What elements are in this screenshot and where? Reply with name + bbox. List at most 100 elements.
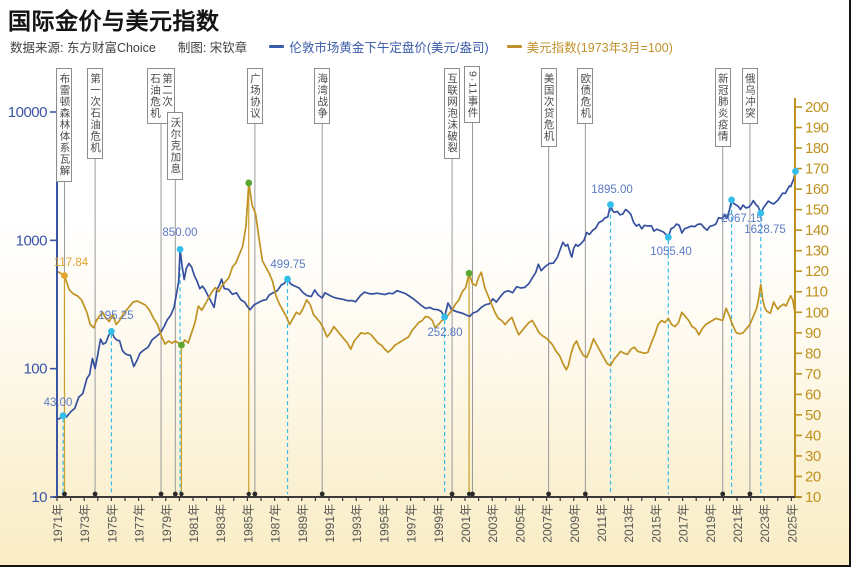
- x-axis-label: 1997年: [405, 504, 419, 543]
- event-annotation-box: 9·11事件: [464, 66, 481, 124]
- left-axis-label: 100: [23, 361, 47, 378]
- gold-price-marker-dot: [59, 412, 67, 420]
- x-axis-label: 2019年: [704, 504, 718, 543]
- event-annotation-box: 互联网泡沫破裂: [444, 68, 461, 159]
- x-axis-label: 2013年: [622, 504, 636, 543]
- x-axis-label: 2007年: [541, 504, 555, 543]
- left-axis-label: 10000: [8, 104, 47, 121]
- event-annotation-box: 沃尔克加息: [167, 112, 184, 180]
- page-title: 国际金价与美元指数: [8, 8, 220, 34]
- author-label: 制图: 宋钦章: [177, 41, 248, 55]
- x-axis-label: 2009年: [568, 504, 582, 543]
- gold-price-legend-dash-icon: [269, 45, 285, 48]
- right-axis-label: 130: [805, 243, 829, 260]
- marker-value-label: 252.80: [427, 327, 462, 339]
- dollar-index-legend-dash-icon: [506, 45, 522, 48]
- event-foot-dot: [92, 491, 98, 497]
- right-axis-label: 50: [805, 407, 821, 424]
- event-foot-dot: [179, 491, 184, 497]
- right-axis-label: 100: [805, 304, 829, 321]
- x-axis-label: 1979年: [160, 504, 174, 543]
- x-axis-label: 2021年: [731, 504, 745, 543]
- event-annotation-box: 美国次贷危机: [540, 68, 557, 147]
- gold-price-marker-dot: [108, 327, 115, 335]
- gold-price-marker-dot: [284, 275, 291, 283]
- x-axis-label: 1975年: [105, 504, 119, 543]
- right-axis-label: 70: [805, 366, 821, 383]
- marker-value-label: 43.00: [44, 397, 73, 409]
- event-foot-dot: [449, 491, 455, 497]
- marker-value-label: 1895.00: [591, 184, 633, 196]
- event-foot-dot: [747, 491, 753, 497]
- right-axis-label: 160: [805, 181, 829, 198]
- event-annotation-box: 新冠肺炎疫情: [714, 68, 731, 147]
- event-foot-dot: [252, 491, 258, 497]
- event-foot-dot: [546, 491, 552, 497]
- dollar-index-line: [56, 182, 797, 371]
- marker-value-label: 850.00: [162, 227, 197, 239]
- right-axis-label: 10: [805, 489, 821, 506]
- right-axis-label: 20: [805, 468, 821, 485]
- right-axis-label: 190: [805, 120, 829, 137]
- event-foot-dot: [720, 491, 726, 497]
- left-axis-label: 10: [31, 489, 47, 506]
- gold-price-marker-dot: [664, 233, 672, 241]
- event-annotation-box: 第一次石油危机: [87, 68, 104, 159]
- gold-price-marker-dot: [757, 209, 765, 217]
- dollar-index-marker-dot: [245, 179, 253, 187]
- marker-value-label: 1055.40: [650, 246, 692, 258]
- event-foot-dot: [62, 491, 67, 497]
- legend-label-gold-price: 伦敦市场黄金下午定盘价(美元/盎司): [289, 41, 489, 55]
- left-axis-label: 1000: [16, 232, 48, 249]
- marker-value-label: 1628.75: [744, 224, 786, 236]
- x-axis-label: 2017年: [677, 504, 691, 543]
- x-axis-label: 1989年: [296, 504, 310, 543]
- legend-item-gold-price: 伦敦市场黄金下午定盘价(美元/盎司): [269, 37, 489, 56]
- marker-value-label: 499.75: [270, 259, 305, 271]
- x-axis-label: 2023年: [758, 504, 772, 543]
- chart-subheader: 数据来源: 东方财富Choice 制图: 宋钦章 伦敦市场黄金下午定盘价(美元/…: [10, 37, 691, 56]
- gold-price-marker-dot: [792, 167, 799, 175]
- x-axis-label: 2015年: [649, 504, 663, 543]
- marker-value-label: 117.84: [54, 257, 89, 269]
- gold-price-marker-dot: [607, 201, 614, 209]
- legend-label-dollar-index: 美元指数(1973年3月=100): [526, 41, 673, 55]
- right-axis-label: 40: [805, 427, 821, 444]
- right-axis-label: 180: [805, 140, 829, 157]
- x-axis-label: 2005年: [513, 504, 527, 543]
- x-axis-label: 1991年: [323, 504, 337, 543]
- x-axis-label: 1987年: [269, 504, 283, 543]
- event-foot-dot: [319, 491, 325, 497]
- right-axis-label: 140: [805, 222, 829, 239]
- right-axis-label: 120: [805, 263, 829, 280]
- event-foot-dot: [582, 491, 588, 497]
- right-axis-label: 30: [805, 448, 821, 465]
- x-axis-label: 1973年: [78, 504, 92, 543]
- event-foot-dot: [158, 491, 164, 497]
- x-axis-label: 1993年: [350, 504, 364, 543]
- gold-price-line: [56, 171, 797, 421]
- x-axis-label: 1999年: [432, 504, 446, 543]
- x-axis-label: 2001年: [459, 504, 473, 543]
- x-axis-label: 1995年: [377, 504, 391, 543]
- right-axis-label: 110: [805, 284, 828, 301]
- gold-price-marker-dot: [441, 313, 448, 321]
- x-axis-label: 1985年: [241, 504, 255, 543]
- dollar-index-marker-dot: [465, 269, 473, 277]
- event-foot-dot: [172, 491, 178, 497]
- x-axis-label: 2011年: [595, 504, 609, 542]
- event-annotation-box: 海湾战争: [314, 68, 331, 124]
- legend-item-dollar-index: 美元指数(1973年3月=100): [506, 37, 673, 56]
- marker-value-label: 195.25: [98, 310, 133, 322]
- gold-price-marker-dot: [728, 196, 735, 204]
- right-axis-label: 200: [805, 99, 829, 116]
- x-axis-label: 1971年: [51, 504, 65, 543]
- event-annotation-box: 欧债危机: [577, 68, 594, 124]
- x-axis-label: 2003年: [486, 504, 500, 543]
- gold-price-marker-dot: [176, 245, 184, 253]
- event-foot-dot: [246, 491, 251, 497]
- right-axis-label: 80: [805, 345, 821, 362]
- x-axis-label: 1977年: [133, 504, 147, 543]
- event-annotation-box: 布雷顿森林体系瓦解: [56, 68, 73, 182]
